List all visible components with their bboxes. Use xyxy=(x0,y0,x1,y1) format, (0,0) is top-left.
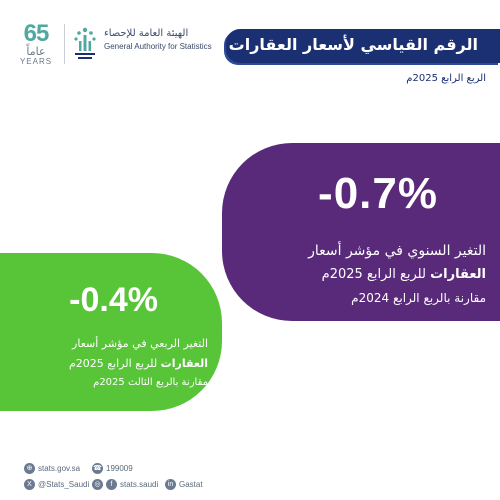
quarterly-change-line2-rest: للربع الرابع 2025م xyxy=(68,357,158,370)
annual-change-card: -0.7% التغير السنوي في مؤشر أسعار العقار… xyxy=(222,143,500,321)
footer-website[interactable]: ⊕ stats.gov.sa xyxy=(24,461,80,475)
quarterly-change-card: -0.4% التغير الربعي في مؤشر أسعار العقار… xyxy=(0,253,222,411)
annual-change-line2: العقارات للربع الرابع 2025م xyxy=(322,267,486,282)
page-subtitle: الربع الرابع 2025م xyxy=(406,73,486,84)
anniversary-number: 65 xyxy=(23,20,50,47)
twitter-icon: X xyxy=(24,478,35,490)
footer-linkedin[interactable]: in Gastat xyxy=(165,477,203,491)
anniversary-english: YEARS xyxy=(19,57,53,66)
instagram-icon: ◎ xyxy=(92,478,103,490)
footer-twitter-text: @Stats_Saudi xyxy=(38,479,90,489)
footer: ⊕ stats.gov.sa ☎ 199009 X @Stats_Saudi ◎… xyxy=(0,455,500,500)
footer-linkedin-text: Gastat xyxy=(179,479,203,489)
footer-social-text: stats.saudi xyxy=(120,479,159,489)
title-bar: الرقم القياسي لأسعار العقارات xyxy=(226,29,500,63)
anniversary-logo: 65 عاماً YEARS xyxy=(16,22,56,68)
page-title: الرقم القياسي لأسعار العقارات xyxy=(228,35,478,54)
footer-phone-text: 199009 xyxy=(106,463,133,473)
quarterly-change-value: -0.4% xyxy=(69,281,158,319)
facebook-icon: f xyxy=(106,478,117,490)
phone-icon: ☎ xyxy=(92,462,103,474)
authority-name-en: General Authority for Statistics xyxy=(104,42,212,51)
logo-divider xyxy=(64,24,65,64)
footer-website-text: stats.gov.sa xyxy=(38,463,81,473)
quarterly-change-line2: العقارات للربع الرابع 2025م xyxy=(69,357,208,370)
footer-twitter[interactable]: X @Stats_Saudi xyxy=(24,477,89,491)
authority-name-ar: الهيئة العامة للإحصاء xyxy=(104,28,189,39)
footer-phone[interactable]: ☎ 199009 xyxy=(92,461,133,475)
quarterly-change-line2-bold: العقارات xyxy=(160,357,208,370)
globe-icon: ⊕ xyxy=(24,462,35,474)
gastat-emblem-icon xyxy=(74,27,96,59)
annual-change-line2-bold: العقارات xyxy=(430,267,486,282)
annual-change-line1: التغير السنوي في مؤشر أسعار xyxy=(308,243,486,259)
anniversary-arabic: عاماً xyxy=(26,45,46,58)
annual-change-line2-rest: للربع الرابع 2025م xyxy=(321,267,426,282)
quarterly-change-line3: مقارنة بالربع الثالث 2025م xyxy=(93,377,208,388)
authority-name: الهيئة العامة للإحصاء General Authority … xyxy=(104,27,224,53)
linkedin-icon: in xyxy=(165,478,176,490)
annual-change-value: -0.7% xyxy=(318,169,438,218)
footer-social[interactable]: ◎ f stats.saudi xyxy=(92,477,158,491)
header: 65 عاماً YEARS الهيئة العامة للإحصاء Gen… xyxy=(0,0,500,110)
annual-change-line3: مقارنة بالربع الرابع 2024م xyxy=(351,291,486,305)
quarterly-change-line1: التغير الربعي في مؤشر أسعار xyxy=(72,337,208,350)
